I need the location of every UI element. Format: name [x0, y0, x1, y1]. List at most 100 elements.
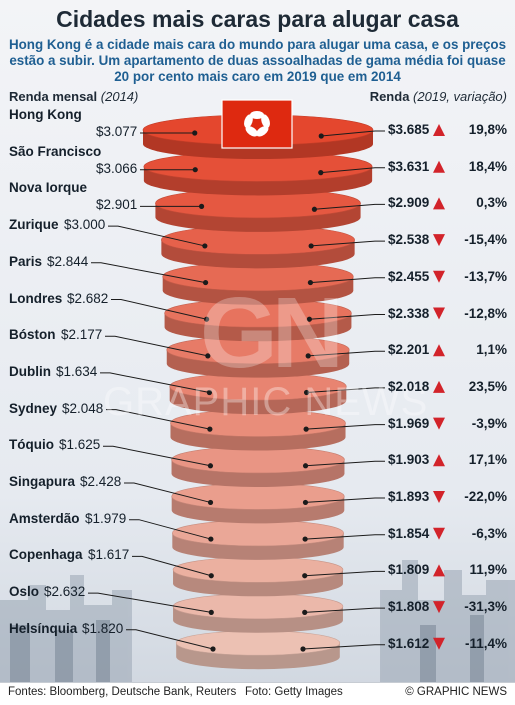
rent-disc [171, 483, 345, 510]
city-label: Zurique [9, 217, 59, 233]
header-left-label: Renda mensal [9, 89, 98, 104]
leader-line-left [100, 372, 210, 393]
header-right-label: Renda [369, 89, 410, 104]
change-value: 23,5% [468, 378, 507, 394]
rent-disc [172, 519, 344, 547]
leader-dot [302, 463, 309, 469]
change-value: -11,4% [464, 635, 507, 651]
rent-2014-value: $1.820 [82, 620, 124, 636]
footer-copyright: © GRAPHIC NEWS [405, 686, 507, 698]
leader-line-left [105, 335, 208, 357]
rent-2019-value: $2.201 [388, 342, 430, 358]
leader-line-left [129, 519, 212, 540]
rent-2014-value: $2.048 [62, 400, 104, 416]
rent-2014-value: $1.634 [56, 363, 98, 379]
rent-2019-value: $1.612 [388, 635, 430, 651]
leader-dot [311, 206, 318, 212]
leader-dot [307, 279, 314, 286]
rent-2014-value: $2.632 [44, 584, 86, 600]
rent-2014-value: $3.077 [96, 124, 138, 139]
triangle-up-icon [433, 454, 445, 467]
header-right-note: (2019, variação) [413, 89, 507, 104]
leader-line-right [321, 130, 385, 137]
rent-2019-value: $2.455 [388, 268, 430, 284]
header-left-note: (2014) [100, 89, 139, 104]
city-label: São Francisco [9, 143, 102, 159]
change-value: 0,3% [476, 195, 507, 211]
rent-disc [171, 446, 345, 474]
rent-2019-value: $1.808 [388, 599, 430, 615]
header-left: Renda mensal (2014) [9, 89, 138, 104]
triangle-down-icon [433, 270, 445, 283]
leader-dot [207, 463, 214, 469]
leader-dot [206, 389, 213, 396]
leader-line-left [126, 629, 214, 650]
city-label: Oslo [9, 584, 40, 600]
leader-dot [302, 499, 309, 506]
rent-disc [175, 630, 341, 656]
page-title: Cidades mais caras para alugar casa [56, 6, 459, 32]
leader-line-left [103, 445, 211, 467]
leader-line-right [305, 460, 385, 467]
leader-dot [208, 536, 214, 542]
leader-dot [318, 170, 324, 176]
rent-2019-value: $2.538 [388, 232, 430, 248]
rent-2019-value: $1.893 [388, 489, 430, 504]
leader-dot [192, 167, 198, 173]
leader-line-right [320, 167, 385, 174]
leader-line-right [311, 240, 385, 247]
leader-line-left [88, 592, 212, 613]
leader-dot [208, 609, 214, 615]
leader-dot [302, 536, 308, 542]
leader-dot [303, 426, 309, 432]
triangle-down-icon [433, 637, 445, 650]
rent-2014-value: $2.844 [47, 253, 89, 269]
change-value: -13,7% [464, 268, 507, 284]
triangle-up-icon [433, 380, 445, 393]
footer-photo-credit: Foto: Getty Images [245, 686, 343, 698]
leader-dot [204, 316, 210, 322]
rent-2014-value: $1.617 [88, 547, 130, 563]
city-label: Amsterdão [9, 510, 80, 526]
leader-dot [305, 353, 311, 359]
rent-2014-value: $1.625 [59, 437, 101, 453]
leader-line-right [308, 350, 385, 357]
leader-line-right [306, 424, 385, 430]
city-label: Paris [9, 253, 43, 269]
footer-sources: Fontes: Bloomberg, Deutsche Bank, Reuter… [8, 686, 237, 698]
rent-2019-value: $3.631 [388, 158, 430, 174]
change-value: 19,8% [468, 122, 507, 137]
city-label: Tóquio [9, 437, 54, 453]
leader-dot [303, 389, 310, 396]
city-label: Sydney [9, 400, 58, 416]
leader-dot [208, 573, 214, 579]
change-value: -12,8% [464, 305, 507, 321]
leader-line-left [124, 482, 211, 503]
change-value: -3,9% [471, 415, 507, 431]
leader-dot [302, 573, 308, 579]
watermark-logo: GN [200, 277, 344, 389]
rent-2014-value: $2.428 [80, 474, 122, 489]
leader-line-right [302, 644, 385, 650]
leader-dot [202, 279, 209, 286]
footer-bar [0, 682, 515, 705]
rent-2019-value: $2.018 [388, 378, 430, 394]
rent-2014-value: $2.901 [96, 197, 138, 213]
triangle-down-icon [433, 307, 445, 320]
leader-dot [192, 130, 198, 136]
rent-2014-value: $2.177 [61, 327, 103, 343]
city-label: Bóston [9, 327, 56, 343]
leader-line-right [310, 277, 385, 284]
leader-line-right [314, 203, 385, 210]
city-label: Londres [9, 290, 63, 306]
rent-2014-value: $3.066 [96, 160, 138, 176]
rent-2014-value: $2.682 [67, 290, 109, 306]
change-value: 11,9% [469, 562, 507, 578]
triangle-up-icon [433, 197, 445, 210]
change-value: 1,1% [476, 342, 507, 358]
triangle-down-icon [433, 527, 445, 540]
leader-dot [202, 243, 208, 249]
change-value: -22,0% [464, 489, 507, 504]
leader-line-right [305, 534, 385, 540]
